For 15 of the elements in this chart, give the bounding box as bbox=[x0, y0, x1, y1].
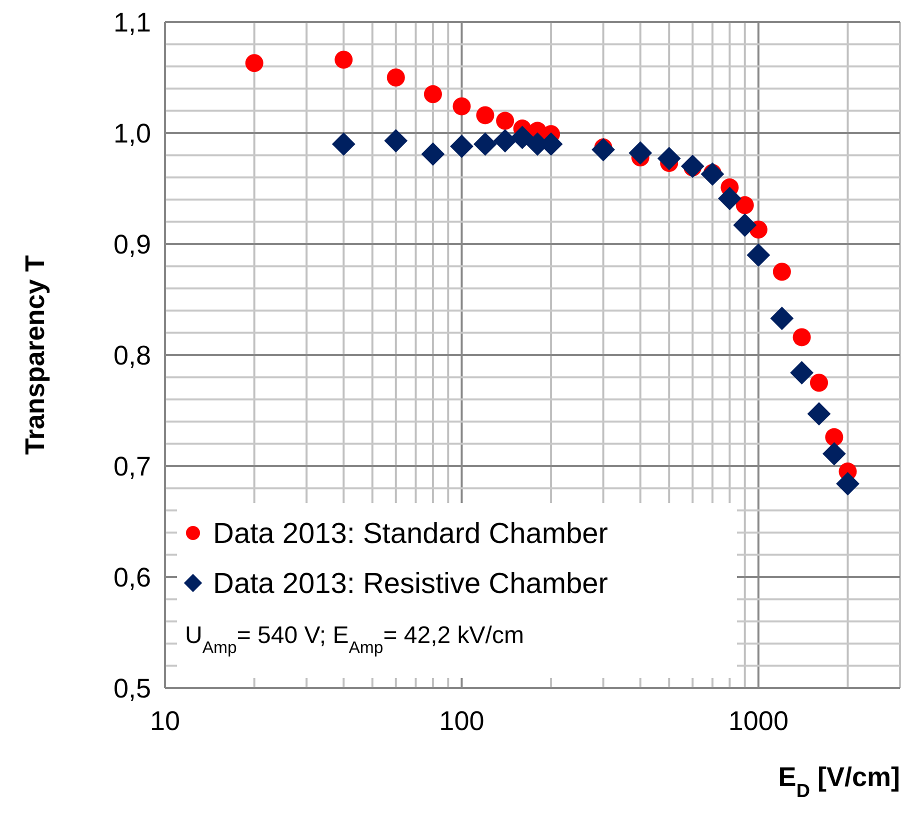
legend-label: Data 2013: Resistive Chamber bbox=[213, 568, 608, 600]
y-tick-label: 0,9 bbox=[113, 229, 151, 260]
y-axis-title: Transparency T bbox=[20, 254, 50, 455]
y-tick-label: 1,0 bbox=[113, 118, 151, 148]
legend-label: Data 2013: Standard Chamber bbox=[213, 518, 608, 550]
x-tick-label: 100 bbox=[439, 706, 484, 736]
y-tick-label: 0,8 bbox=[113, 340, 151, 370]
y-tick-label: 0,5 bbox=[113, 673, 151, 704]
x-tick-label: 10 bbox=[150, 706, 180, 736]
annotation: U$_{Amp}$= 540 V; E$_{Amp}$= 42,2 kV/cm bbox=[185, 622, 524, 656]
x-axis-title: E$_{D}$ [V/cm] bbox=[778, 762, 900, 802]
y-tick-label: 0,7 bbox=[113, 451, 151, 482]
y-tick-label: 1,1 bbox=[113, 7, 151, 38]
x-tick-label: 1000 bbox=[728, 706, 788, 736]
y-tick-label: 0,6 bbox=[113, 562, 151, 592]
